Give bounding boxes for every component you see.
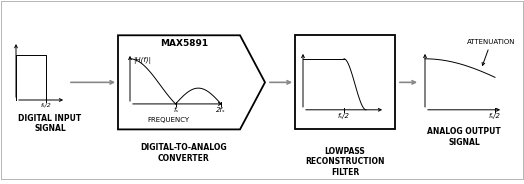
Text: fₛ: fₛ [173,107,178,113]
Text: LOWPASS
RECONSTRUCTION
FILTER: LOWPASS RECONSTRUCTION FILTER [305,147,385,177]
Text: MAX5891: MAX5891 [160,39,208,48]
Text: ANALOG OUTPUT
SIGNAL: ANALOG OUTPUT SIGNAL [427,128,501,147]
Text: fₛ/2: fₛ/2 [489,113,501,119]
Polygon shape [118,35,265,129]
Bar [295,35,395,129]
Text: FREQUENCY: FREQUENCY [147,117,189,123]
Text: |H(f)|: |H(f)| [133,57,151,64]
Text: DIGITAL INPUT
SIGNAL: DIGITAL INPUT SIGNAL [18,114,82,133]
Text: DIGITAL-TO-ANALOG
CONVERTER: DIGITAL-TO-ANALOG CONVERTER [140,143,227,162]
Text: 2fₛ: 2fₛ [216,107,226,113]
Text: fₛ/2: fₛ/2 [338,113,350,119]
Text: fₛ/2: fₛ/2 [41,103,51,108]
Text: ATTENUATION: ATTENUATION [467,38,516,65]
